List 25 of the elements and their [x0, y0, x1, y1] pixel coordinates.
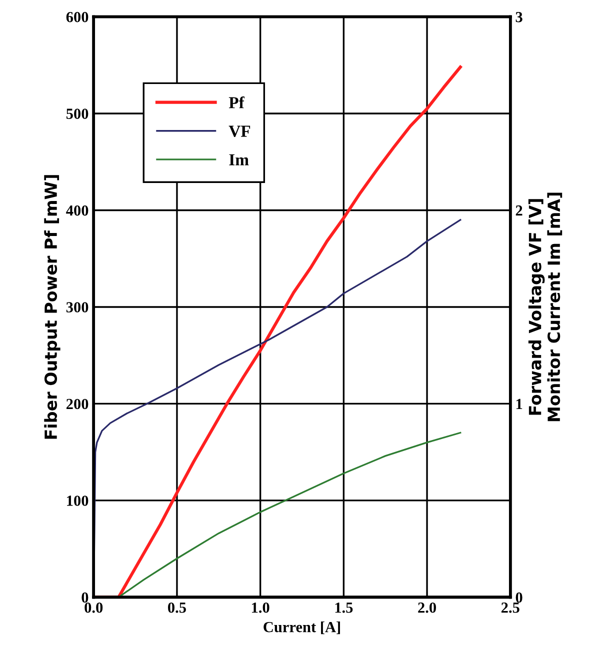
legend-label: VF [228, 126, 250, 137]
x-tick-label: 1.0 [252, 602, 270, 613]
x-tick-label: 0.0 [84, 602, 103, 613]
legend-label: Im [229, 154, 249, 166]
y-tick-label: 500 [66, 108, 88, 119]
x-tick-label: 2.5 [501, 602, 520, 613]
x-tick-label: 1.5 [335, 602, 353, 613]
y-tick-label: 400 [66, 205, 88, 216]
y-tick-label: 600 [66, 12, 88, 22]
y-tick-label: 0 [82, 592, 88, 603]
line-series [94, 66, 462, 598]
y-tick-label: 300 [66, 302, 88, 312]
y-axis-title: Fiber Output Power Pf [mW] [44, 175, 60, 439]
y2-tick-label: 1 [516, 398, 522, 410]
x-tick-label: 2.0 [418, 602, 436, 613]
y2-tick-label: 0 [516, 592, 522, 603]
x-axis-title: Current [A] [264, 621, 340, 634]
y-tick-label: 200 [66, 398, 88, 410]
x-tick-label: 0.5 [168, 602, 186, 613]
y2-tick-label: 2 [516, 205, 522, 216]
line-series [118, 432, 462, 598]
legend-label: Pf [228, 96, 245, 108]
y2-axis-title: Forward Voltage VF [V] Monitor Current Im [mA] [528, 192, 562, 422]
y-tick-label: 100 [67, 496, 88, 506]
y2-tick-label: 3 [516, 12, 522, 22]
